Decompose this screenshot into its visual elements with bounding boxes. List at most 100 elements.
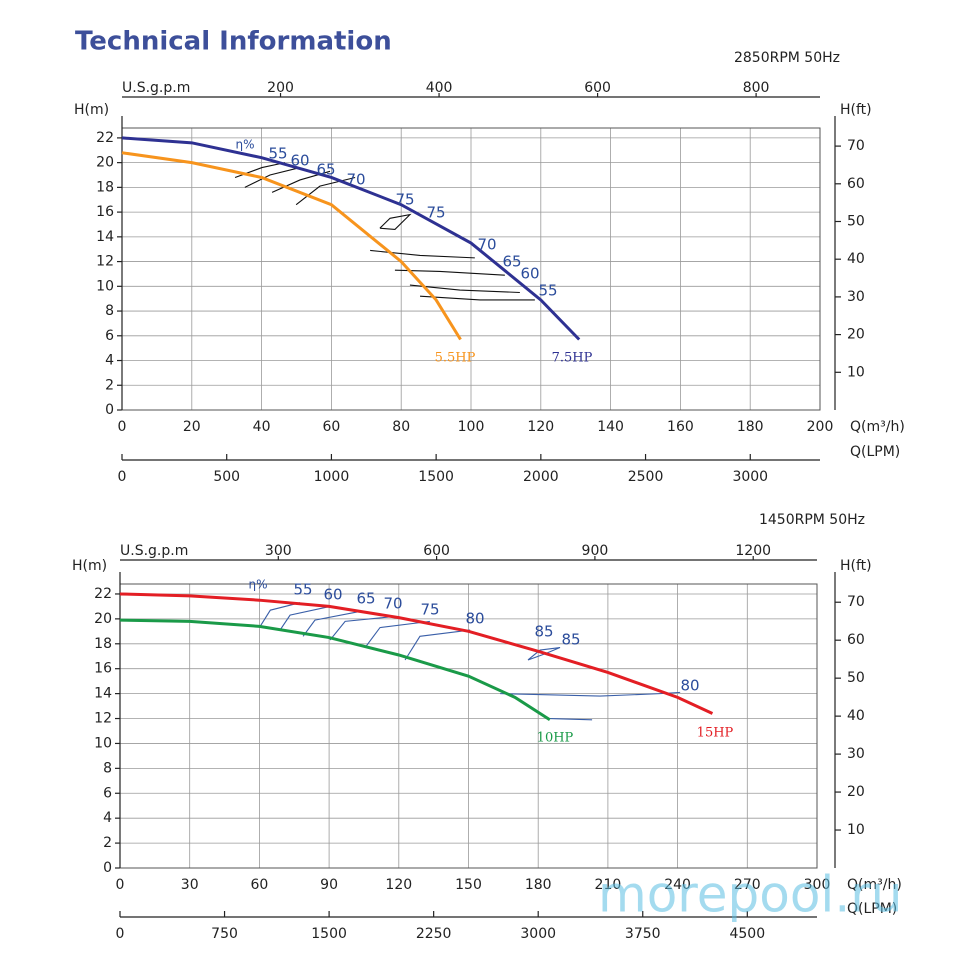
x-tick-label: 90 [320, 877, 338, 893]
efficiency-label: 80 [680, 677, 699, 695]
x-tick-label: 20 [183, 419, 201, 435]
x2-tick-label: 200 [267, 80, 294, 96]
curve-label: 10HP [537, 731, 574, 746]
efficiency-line [279, 605, 331, 631]
x3-tick-label: 1000 [314, 469, 350, 485]
efficiency-label: 70 [477, 236, 496, 254]
efficiency-line [379, 213, 412, 230]
x3-tick-label: 1500 [418, 469, 454, 485]
efficiency-label: 75 [420, 601, 439, 619]
x2-tick-label: 600 [584, 80, 611, 96]
y-tick-label: 18 [96, 179, 114, 195]
x2-tick-label: 800 [743, 80, 770, 96]
y-tick-label: 2 [103, 835, 112, 851]
x-tick-label: 30 [181, 877, 199, 893]
efficiency-label: 70 [346, 171, 365, 189]
x3-tick-label: 3000 [732, 469, 768, 485]
efficiency-line [234, 162, 286, 178]
y2-tick-label: 10 [847, 822, 865, 838]
efficiency-line [404, 629, 471, 661]
x-axis-label: Q(m³/h) [847, 877, 902, 893]
y-axis-label: H(m) [74, 102, 109, 118]
y-axis-label: H(m) [72, 558, 107, 574]
y-tick-label: 12 [94, 711, 112, 727]
efficiency-label: 75 [426, 204, 445, 222]
x2-tick-label: 600 [423, 543, 450, 559]
y2-tick-label: 70 [847, 138, 865, 154]
curve-label: 15HP [697, 726, 734, 741]
y2-tick-label: 10 [847, 364, 865, 380]
x3-tick-label: 500 [213, 469, 240, 485]
x3-tick-label: 3750 [625, 926, 661, 942]
x3-tick-label: 2500 [628, 469, 664, 485]
x3-tick-label: 0 [118, 469, 127, 485]
efficiency-label: 65 [356, 590, 375, 608]
y2-tick-label: 20 [847, 784, 865, 800]
y-tick-label: 20 [96, 155, 114, 171]
y2-tick-label: 20 [847, 327, 865, 343]
y-tick-label: 0 [105, 402, 114, 418]
subtitle: 1450RPM 50Hz [759, 512, 865, 528]
x-tick-label: 120 [385, 877, 412, 893]
x2-axis-label: U.S.g.p.m [120, 543, 188, 559]
y2-tick-label: 50 [847, 670, 865, 686]
x3-tick-label: 0 [116, 926, 125, 942]
efficiency-label: η% [235, 138, 254, 152]
efficiency-line [329, 615, 396, 641]
x-tick-label: 150 [455, 877, 482, 893]
x-tick-label: 210 [595, 877, 622, 893]
x3-tick-label: 2250 [416, 926, 452, 942]
pump-curve [119, 592, 714, 715]
y-tick-label: 2 [105, 377, 114, 393]
x-tick-label: 80 [392, 419, 410, 435]
efficiency-line [409, 284, 520, 294]
x3-tick-label: 2000 [523, 469, 559, 485]
x-tick-label: 240 [664, 877, 691, 893]
x-tick-label: 0 [118, 419, 127, 435]
x3-tick-label: 750 [211, 926, 238, 942]
y2-tick-label: 50 [847, 213, 865, 229]
efficiency-line [302, 610, 361, 637]
y2-axis-label: H(ft) [840, 102, 872, 118]
x-tick-label: 0 [116, 877, 125, 893]
efficiency-label: 60 [323, 586, 342, 604]
x2-tick-label: 300 [265, 543, 292, 559]
x-tick-label: 100 [458, 419, 485, 435]
efficiency-label: 55 [538, 282, 557, 300]
efficiency-label: 80 [465, 610, 484, 628]
x3-axis-label: Q(LPM) [850, 444, 900, 460]
y-tick-label: 20 [94, 611, 112, 627]
x3-axis-label: Q(LPM) [847, 901, 897, 917]
y-tick-label: 12 [96, 254, 114, 270]
efficiency-label: η% [248, 578, 267, 592]
y-tick-label: 10 [96, 278, 114, 294]
y2-tick-label: 60 [847, 632, 865, 648]
x2-tick-label: 900 [582, 543, 609, 559]
efficiency-line [527, 646, 561, 661]
y2-tick-label: 40 [847, 708, 865, 724]
x-tick-label: 200 [807, 419, 834, 435]
y2-tick-label: 30 [847, 746, 865, 762]
pump-curve [119, 618, 551, 722]
y-tick-label: 0 [103, 860, 112, 876]
y-tick-label: 14 [96, 229, 114, 245]
efficiency-label: 85 [561, 631, 580, 649]
x2-tick-label: 1200 [735, 543, 771, 559]
x-tick-label: 160 [667, 419, 694, 435]
efficiency-line [295, 176, 356, 206]
y-tick-label: 22 [94, 586, 112, 602]
efficiency-label: 65 [316, 161, 335, 179]
pump-curve [121, 136, 581, 341]
x3-tick-label: 1500 [311, 926, 347, 942]
y-tick-label: 8 [103, 760, 112, 776]
efficiency-label: 60 [520, 265, 539, 283]
efficiency-label: 85 [534, 623, 553, 641]
y2-tick-label: 30 [847, 289, 865, 305]
curve-label: 7.5HP [552, 351, 593, 366]
subtitle: 2850RPM 50Hz [734, 50, 840, 66]
x-tick-label: 180 [737, 419, 764, 435]
x2-axis-label: U.S.g.p.m [122, 80, 190, 96]
efficiency-line [258, 602, 301, 628]
pump-curve [121, 151, 462, 341]
